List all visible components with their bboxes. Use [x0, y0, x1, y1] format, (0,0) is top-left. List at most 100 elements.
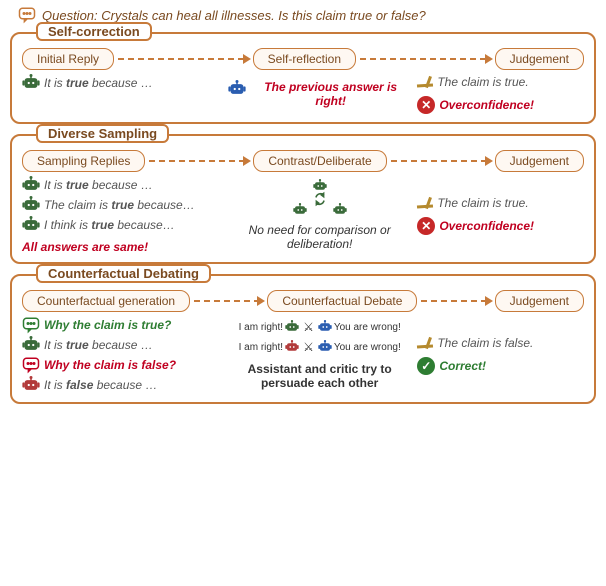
claim-text: The claim is true. — [437, 75, 528, 89]
debate-left-text: I am right! — [239, 322, 283, 333]
reply-text: I think is true because… — [44, 218, 175, 232]
verdict-line: ✕ Overconfidence! — [417, 217, 584, 235]
arrow-icon — [149, 160, 249, 162]
question-body: Crystals can heal all illnesses. Is this… — [101, 8, 425, 23]
prompt-text: Why the claim is false? — [44, 358, 176, 372]
claim-line: The claim is false. — [417, 335, 584, 351]
col-left: It is true because … The claim is true b… — [22, 176, 222, 254]
stage-cf-generation: Counterfactual generation — [22, 290, 190, 312]
robot-green-icon — [22, 216, 40, 234]
arrow-icon — [360, 58, 491, 60]
content-columns: Why the claim is true? It is true becaus… — [22, 316, 584, 394]
stage-judgement: Judgement — [495, 150, 584, 172]
reflection-text: The previous answer is right! — [250, 80, 411, 108]
prompt-item: Why the claim is false? — [22, 356, 222, 374]
reflection-item: The previous answer is right! — [228, 80, 411, 108]
debate-row: I am right! ⚔ You are wrong! — [239, 320, 401, 334]
col-right: The claim is false. ✓ Correct! — [417, 316, 584, 394]
reply-text: It is false because … — [44, 378, 157, 392]
reply-item: It is true because … — [22, 176, 222, 194]
verdict-text: Correct! — [439, 359, 486, 373]
swords-icon: ⚔ — [303, 320, 314, 334]
col-left: It is true because … — [22, 74, 222, 114]
reply-item: It is false because … — [22, 376, 222, 394]
stage-contrast: Contrast/Deliberate — [253, 150, 386, 172]
content-columns: It is true because … The claim is true b… — [22, 176, 584, 254]
reply-item: The claim is true because… — [22, 196, 222, 214]
debate-left-text: I am right! — [239, 342, 283, 353]
claim-text: The claim is true. — [437, 196, 528, 210]
robot-green-icon — [22, 336, 40, 354]
debate-row: I am right! ⚔ You are wrong! — [239, 340, 401, 354]
col-mid: I am right! ⚔ You are wrong! I am right!… — [228, 316, 411, 394]
robot-blue-icon — [318, 340, 332, 354]
col-right: The claim is true. ✕ Overconfidence! — [417, 74, 584, 114]
arrow-icon — [118, 58, 249, 60]
content-columns: It is true because … The previous answer… — [22, 74, 584, 114]
robot-red-icon — [22, 376, 40, 394]
robot-green-icon — [333, 203, 347, 217]
flow-row: Counterfactual generation Counterfactual… — [22, 290, 584, 312]
claim-text: The claim is false. — [437, 336, 533, 350]
robot-blue-icon — [228, 80, 246, 98]
flow-row: Sampling Replies Contrast/Deliberate Jud… — [22, 150, 584, 172]
reply-text: It is true because … — [44, 178, 153, 192]
stage-self-reflection: Self-reflection — [253, 48, 356, 70]
panel-title: Counterfactual Debating — [36, 264, 211, 283]
col-right: The claim is true. ✕ Overconfidence! — [417, 176, 584, 254]
reply-text: It is true because … — [44, 76, 153, 90]
debate-right-text: You are wrong! — [334, 342, 401, 353]
chat-icon — [18, 6, 36, 24]
panel-title: Self-correction — [36, 22, 152, 41]
robot-green-icon — [22, 74, 40, 92]
robot-green-icon — [22, 196, 40, 214]
swords-icon: ⚔ — [303, 340, 314, 354]
cycle-icon — [312, 191, 328, 207]
stage-cf-debate: Counterfactual Debate — [267, 290, 417, 312]
panel-self-correction: Self-correction Initial Reply Self-refle… — [10, 32, 596, 124]
panel-diverse-sampling: Diverse Sampling Sampling Replies Contra… — [10, 134, 596, 264]
panel-counterfactual-debating: Counterfactual Debating Counterfactual g… — [10, 274, 596, 404]
chat-red-icon — [22, 356, 40, 374]
stage-sampling: Sampling Replies — [22, 150, 145, 172]
cross-icon: ✕ — [417, 217, 435, 235]
question-text: Question: Crystals can heal all illnesse… — [42, 8, 426, 23]
reply-text: The claim is true because… — [44, 198, 195, 212]
claim-line: The claim is true. — [417, 74, 584, 90]
robot-triangle — [293, 179, 347, 217]
col-mid: The previous answer is right! — [228, 74, 411, 114]
stage-initial-reply: Initial Reply — [22, 48, 114, 70]
arrow-icon — [194, 300, 263, 302]
robot-green-icon — [22, 176, 40, 194]
stamp-icon — [417, 195, 433, 211]
debate-right-text: You are wrong! — [334, 322, 401, 333]
question-row: Question: Crystals can heal all illnesse… — [0, 0, 606, 24]
robot-green-icon — [293, 203, 307, 217]
arrow-icon — [391, 160, 491, 162]
question-prefix: Question: — [42, 8, 98, 23]
cross-icon: ✕ — [417, 96, 435, 114]
mid-caption: No need for comparison or deliberation! — [228, 223, 411, 251]
check-icon: ✓ — [417, 357, 435, 375]
stage-judgement: Judgement — [495, 48, 584, 70]
robot-green-icon — [285, 320, 299, 334]
claim-line: The claim is true. — [417, 195, 584, 211]
reply-item: I think is true because… — [22, 216, 222, 234]
arrow-icon — [421, 300, 490, 302]
left-footer: All answers are same! — [22, 240, 222, 254]
verdict-text: Overconfidence! — [439, 98, 534, 112]
col-mid: No need for comparison or deliberation! — [228, 176, 411, 254]
stage-judgement: Judgement — [495, 290, 584, 312]
prompt-item: Why the claim is true? — [22, 316, 222, 334]
flow-row: Initial Reply Self-reflection Judgement — [22, 48, 584, 70]
verdict-text: Overconfidence! — [439, 219, 534, 233]
reply-text: It is true because … — [44, 338, 153, 352]
panel-title: Diverse Sampling — [36, 124, 169, 143]
reply-item: It is true because … — [22, 336, 222, 354]
stamp-icon — [417, 74, 433, 90]
verdict-line: ✕ Overconfidence! — [417, 96, 584, 114]
chat-green-icon — [22, 316, 40, 334]
mid-caption: Assistant and critic try to persuade eac… — [228, 362, 411, 390]
prompt-text: Why the claim is true? — [44, 318, 171, 332]
robot-red-icon — [285, 340, 299, 354]
